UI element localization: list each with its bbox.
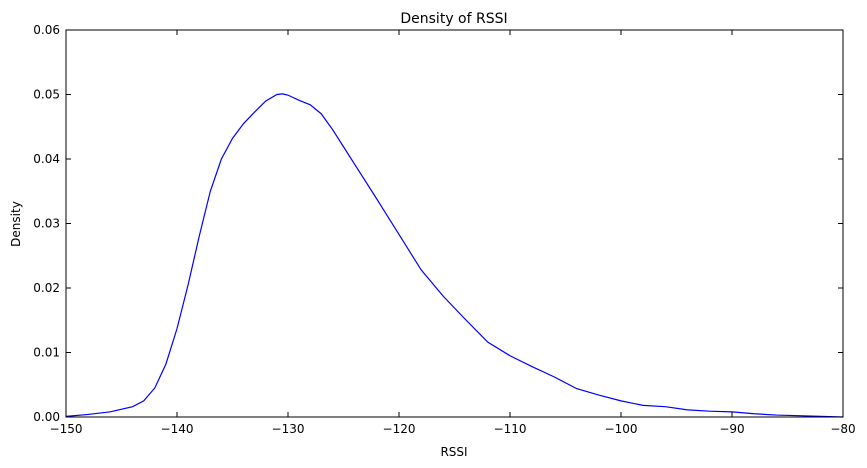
y-tick-label: 0.06	[33, 23, 60, 37]
x-tick-label: −80	[830, 422, 855, 436]
y-tick-label: 0.05	[33, 88, 60, 102]
y-tick-label: 0.04	[33, 152, 60, 166]
chart-title: Density of RSSI	[400, 11, 507, 27]
y-axis: 0.00 0.01 0.02 0.03 0.04 0.05 0.06	[33, 23, 843, 424]
y-axis-label: Density	[9, 201, 23, 247]
x-tick-label: −110	[494, 422, 527, 436]
y-tick-label: 0.00	[33, 410, 60, 424]
series-line	[65, 93, 844, 418]
x-tick-label: −100	[605, 422, 638, 436]
x-tick-label: −150	[50, 422, 83, 436]
plot-area	[65, 29, 844, 418]
plot-frame	[65, 29, 844, 418]
y-tick-label: 0.01	[33, 346, 60, 360]
x-tick-label: −120	[383, 422, 416, 436]
x-tick-label: −140	[161, 422, 194, 436]
x-axis: −150 −140 −130 −120 −110 −100 −90 −80	[50, 30, 856, 436]
y-tick-label: 0.03	[33, 217, 60, 231]
x-axis-label: RSSI	[440, 445, 467, 459]
x-tick-label: −90	[719, 422, 744, 436]
y-tick-label: 0.02	[33, 281, 60, 295]
x-tick-label: −130	[272, 422, 305, 436]
